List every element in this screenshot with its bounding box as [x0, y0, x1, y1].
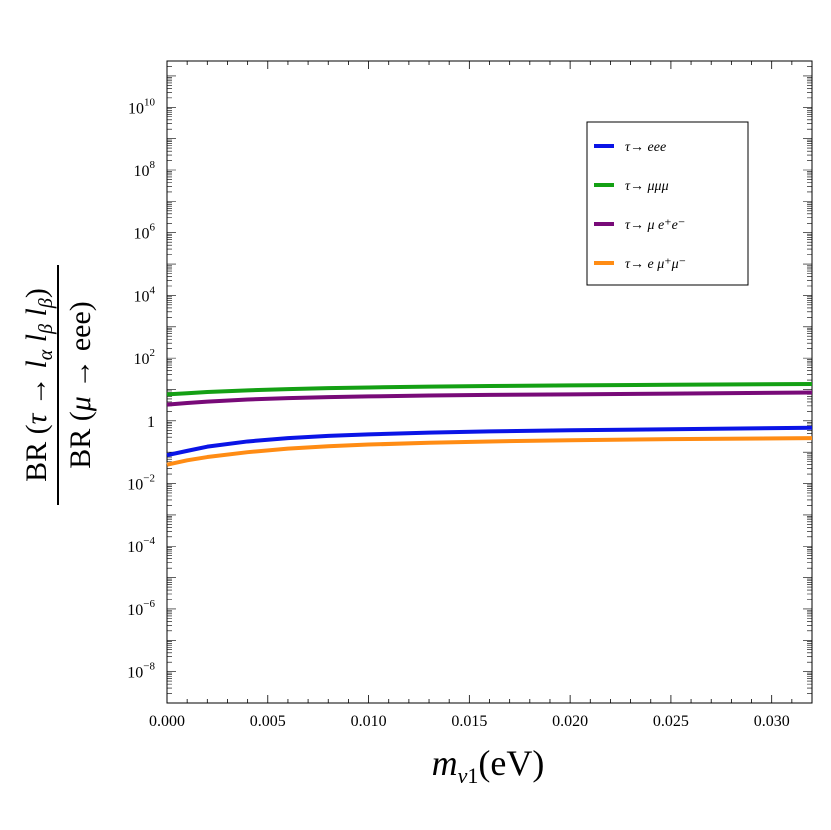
y-tick-label: 10−2 [127, 473, 155, 494]
y-axis-title: BR (τ → lα lβ lβ) BR (μ → eee) [20, 265, 97, 505]
y-tick-label: 106 [134, 222, 156, 243]
series-layer [166, 381, 813, 467]
series-line-4 [166, 436, 813, 467]
series-line-2 [166, 381, 813, 397]
y-tick-label: 1 [147, 414, 155, 431]
legend-label: τ→ e μ⁺μ⁻ [625, 257, 686, 272]
y-tick-label: 104 [134, 284, 156, 305]
x-axis-title: mν1(eV) [432, 743, 545, 788]
x-tick-label: 0.020 [552, 713, 588, 730]
y-tick-label: 10−8 [127, 661, 155, 682]
series-line-3 [166, 390, 813, 407]
x-tick-label: 0.025 [653, 713, 689, 730]
series-line-1 [166, 425, 813, 458]
x-tick-label: 0.030 [754, 713, 790, 730]
y-tick-label: 10−4 [127, 535, 155, 556]
y-tick-label: 10−6 [127, 598, 155, 619]
x-tick-label: 0.015 [451, 713, 487, 730]
y-tick-label: 108 [134, 159, 156, 180]
legend: τ→ eee τ→ μμμ τ→ μ e⁺e⁻ τ→ e μ⁺μ⁻ [586, 121, 749, 286]
x-tick-label: 0.010 [351, 713, 387, 730]
legend-label: τ→ eee [625, 140, 666, 155]
y-tick-label: 102 [134, 347, 156, 368]
legend-label: τ→ μ e⁺e⁻ [625, 218, 685, 233]
x-tick-label: 0.000 [149, 713, 185, 730]
svg-text:BR (τ → lα lβ lβ): BR (τ → lα lβ lβ) [20, 288, 57, 482]
y-tick-label: 1010 [128, 96, 156, 117]
svg-text:BR (μ → eee): BR (μ → eee) [64, 301, 97, 469]
y-tick-labels: 1010 108 106 104 102 1 10−2 10−4 10−6 10−8 [127, 96, 155, 681]
legend-box [586, 121, 749, 286]
minor-ticks [166, 60, 813, 704]
legend-label: τ→ μμμ [625, 179, 669, 194]
x-tick-labels: 0.000 0.005 0.010 0.015 0.020 0.025 0.030 [149, 713, 790, 730]
x-tick-label: 0.005 [250, 713, 286, 730]
